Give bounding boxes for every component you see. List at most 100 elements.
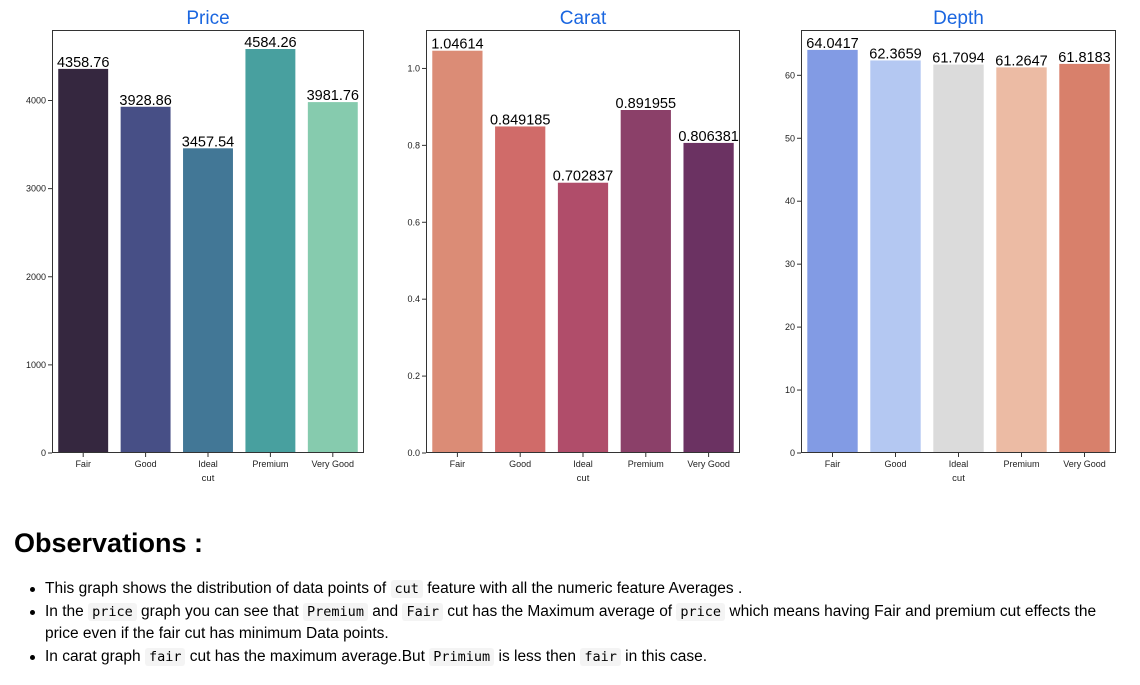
y-tick-label: 40 <box>785 196 795 206</box>
chart-title: Depth <box>933 8 984 29</box>
charts-area: 4358.76 3928.86 3457.54 4584.26 3981.76 0 1000… <box>26 8 1116 484</box>
bar <box>183 148 233 453</box>
data-label: 62.3659 <box>869 46 921 62</box>
x-tick-label: Fair <box>75 459 91 469</box>
y-tick-label: 0.6 <box>407 217 420 227</box>
bar <box>245 49 296 454</box>
y-tick-label: 20 <box>785 322 795 332</box>
y-tick-label: 0.0 <box>407 448 420 458</box>
data-label: 61.2647 <box>995 53 1047 69</box>
observation-item: In the price graph you can see that Prem… <box>30 601 1125 646</box>
observation-text: In the <box>45 602 89 620</box>
y-tick-label: 0 <box>790 448 795 458</box>
charts-canvas: 4358.763928.863457.544584.263981.7601000… <box>26 8 1116 484</box>
chart-1: 1.04614 0.849185 0.702837 0.891955 0.806381 0… <box>407 8 740 484</box>
x-tick-label: Premium <box>252 459 288 469</box>
observations-title: Observations : <box>14 528 204 558</box>
y-tick-label: 0.4 <box>407 294 420 304</box>
y-tick-label: 0 <box>41 448 46 458</box>
bar <box>870 60 921 454</box>
observation-text: is less then <box>494 647 581 665</box>
x-axis-label: cut <box>202 473 215 484</box>
observation-text: In carat graph <box>45 647 145 665</box>
data-label: 3457.54 <box>182 134 234 150</box>
inline-code: cut <box>390 580 423 598</box>
bar <box>432 50 483 454</box>
plot-frame <box>801 30 1116 453</box>
y-tick-label: 0.2 <box>407 371 420 381</box>
inline-code: fair <box>580 647 621 666</box>
data-label: 0.702837 <box>553 169 613 185</box>
y-tick-label: 2000 <box>26 272 46 282</box>
observation-text: cut has the maximum average.But <box>185 647 430 665</box>
x-tick-label: Good <box>509 459 531 469</box>
x-tick-label: Very Good <box>1063 459 1106 469</box>
data-label: 0.849185 <box>490 112 550 128</box>
data-label: 4358.76 <box>57 55 109 71</box>
x-tick-label: Very Good <box>312 459 355 469</box>
y-tick-label: 3000 <box>26 184 46 194</box>
x-tick-label: Good <box>884 459 906 469</box>
inline-code: Fair <box>402 602 443 621</box>
data-label: 4584.26 <box>244 35 296 51</box>
plot-frame <box>52 30 364 453</box>
x-tick-label: Ideal <box>949 459 969 469</box>
bar <box>996 67 1047 453</box>
observation-text: and <box>367 602 403 620</box>
observation-text: feature with all the numeric feature Ave… <box>422 580 743 597</box>
y-tick-label: 1.0 <box>407 63 420 73</box>
chart-2: 64.0417 62.3659 61.7094 61.2647 61.8183 0 10 20… <box>785 8 1116 484</box>
observation-text: which means having Fair and premium cut … <box>45 602 1097 643</box>
chart-title: Carat <box>560 8 607 29</box>
inline-code: price <box>676 602 726 621</box>
x-tick-label: Ideal <box>573 459 593 469</box>
y-tick-label: 30 <box>785 259 795 269</box>
plot-frame <box>426 30 740 453</box>
data-label: 0.891955 <box>616 96 676 112</box>
y-tick-label: 0.8 <box>407 140 420 150</box>
inline-code: price <box>88 602 137 621</box>
y-tick-label: 10 <box>785 385 795 395</box>
y-tick-label: 4000 <box>26 96 46 106</box>
data-label: 3981.76 <box>307 88 359 104</box>
data-label: 3928.86 <box>119 93 171 109</box>
bar <box>557 182 609 453</box>
chart-title: Price <box>186 8 229 29</box>
observation-item: In carat graph fair cut has the maximum … <box>30 646 1125 669</box>
x-tick-label: Fair <box>450 459 466 469</box>
data-label: 0.806381 <box>678 129 738 145</box>
x-tick-label: Premium <box>1003 459 1039 469</box>
x-tick-label: Very Good <box>687 459 730 469</box>
inline-code: Premium <box>303 602 368 621</box>
observations-list: This graph shows the distribution of dat… <box>30 578 1125 669</box>
x-axis-label: cut <box>952 473 965 484</box>
y-tick-label: 1000 <box>26 360 46 370</box>
observation-item: This graph shows the distribution of dat… <box>30 578 1125 601</box>
x-tick-label: Good <box>135 459 157 469</box>
bar <box>620 110 671 454</box>
bar <box>1059 63 1110 453</box>
chart-0: 4358.76 3928.86 3457.54 4584.26 3981.76 0 1000… <box>26 8 364 484</box>
observation-text: cut has the Maximum average of <box>442 602 677 620</box>
data-label: 61.8183 <box>1058 50 1110 66</box>
y-tick-label: 60 <box>785 70 795 80</box>
bar <box>683 142 734 453</box>
bar <box>807 49 858 453</box>
observation-text: in this case. <box>620 647 708 665</box>
inline-code: Primium <box>429 647 495 666</box>
x-tick-label: Fair <box>825 459 841 469</box>
bar <box>58 68 109 453</box>
observation-text: graph you can see that <box>136 602 304 620</box>
bar <box>933 64 984 453</box>
bar <box>120 106 171 453</box>
inline-code: fair <box>144 647 186 666</box>
data-label: 64.0417 <box>806 36 858 52</box>
bar <box>307 102 358 454</box>
y-tick-label: 50 <box>785 133 795 143</box>
x-tick-label: Premium <box>628 459 664 469</box>
data-label: 61.7094 <box>932 51 984 67</box>
observation-text: This graph shows the distribution of dat… <box>45 580 391 597</box>
x-axis-label: cut <box>577 473 590 484</box>
x-tick-label: Ideal <box>198 459 218 469</box>
bar <box>495 126 546 453</box>
